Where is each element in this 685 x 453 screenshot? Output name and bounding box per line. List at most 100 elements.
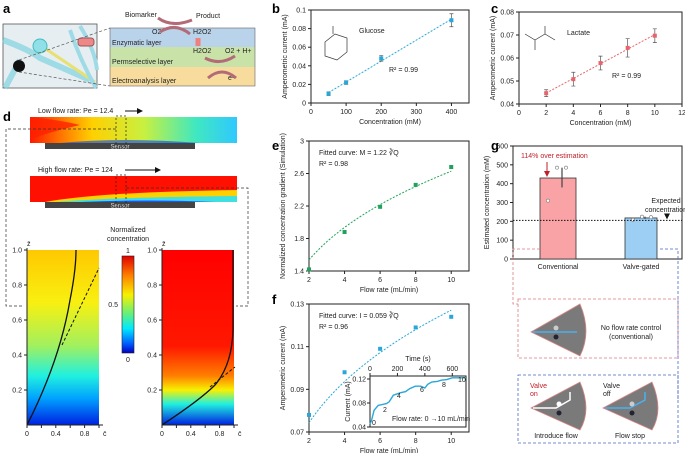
- data-point: [379, 56, 384, 61]
- y-tick-label: 0.6: [12, 318, 22, 325]
- enzymatic-layer: [110, 28, 255, 47]
- valve-off-label: Valve: [603, 383, 620, 390]
- y-tick-label: 0.6: [147, 318, 157, 325]
- h2o2-mid-label: H2O2: [193, 48, 211, 55]
- biomarker-label: Biomarker: [125, 12, 158, 19]
- x-axis-label: Flow rate (mL/min): [360, 287, 418, 294]
- chart-e: 1.4 1.8 2.2 2.6 3 2 4 6 8 10 Flow rate (mL/min) Nor…: [280, 133, 470, 294]
- step-label: 8: [442, 382, 446, 389]
- x-tick-label: 6: [599, 110, 603, 117]
- conventional-schematic-label: (conventional): [609, 334, 653, 341]
- current-trace: [369, 377, 466, 425]
- data-point: [449, 165, 454, 169]
- panel-label-a: a: [3, 1, 11, 16]
- x-tick-label: 200: [392, 366, 404, 373]
- x-tick-label: 0.4: [51, 431, 61, 438]
- expected-label: concentration: [645, 207, 685, 214]
- trend-line: [328, 18, 452, 93]
- h2o2-top-label: H2O2: [193, 29, 211, 36]
- y-tick-label: 0.13: [290, 302, 304, 309]
- y-axis-label: Estimated concentration (mM): [484, 156, 491, 249]
- y-tick-label: 0.12: [352, 377, 366, 384]
- x-tick-label: 4: [571, 110, 575, 117]
- x-tick-label: 0: [368, 366, 372, 373]
- replicate-point: [640, 214, 644, 219]
- data-point: [378, 346, 383, 351]
- x-tick-label: 0.4: [186, 431, 196, 438]
- fitted-curve: [308, 170, 452, 261]
- y-tick-label: 0.8: [12, 283, 22, 290]
- x-axis-label: Concentration (mM): [570, 120, 632, 127]
- replicate-point: [546, 198, 550, 203]
- panel-a-layer-diagram: Enzymatic layer Permselective layer Elec…: [109, 12, 256, 87]
- data-point: [449, 18, 454, 23]
- plot-frame: [308, 303, 470, 433]
- y-tick-label: 0.8: [147, 283, 157, 290]
- o2-label: O2: [152, 29, 161, 36]
- y-tick-label: 0.04: [352, 425, 366, 432]
- x-tick-label: 100: [340, 109, 352, 116]
- step-label: 10: [458, 377, 466, 384]
- glucose-structure-icon: [324, 26, 348, 61]
- data-point: [571, 77, 576, 82]
- x-tick-label: 2: [544, 110, 548, 117]
- x-tick-label: 10: [447, 277, 455, 284]
- x-tick-label: 0: [25, 431, 29, 438]
- data-point: [307, 267, 311, 272]
- x-tick-label: 8: [414, 438, 418, 445]
- data-point: [378, 204, 383, 209]
- y-tick-label: 0.05: [500, 79, 514, 86]
- flow-stop-label: Flow stop: [615, 433, 645, 440]
- step-label: 4: [397, 393, 401, 400]
- panel-g-schematic: No flow rate control (conventional) Valv…: [512, 248, 679, 444]
- enzymatic-layer-label: Enzymatic layer: [112, 40, 162, 47]
- x-tick-label: 4: [343, 438, 347, 445]
- category-label: Conventional: [538, 264, 579, 271]
- chart-f: 0.07 0.09 0.11 0.13 2 4 6 8 10 Flow rate (mL/min)…: [280, 302, 470, 453]
- permselective-layer-label: Permselective layer: [112, 59, 174, 66]
- x-tick-label: 300: [410, 109, 422, 116]
- y-tick-label: 0.04: [292, 63, 306, 70]
- data-point: [342, 370, 347, 375]
- y-tick-label: 0.04: [500, 102, 514, 109]
- y-tick-label: 2.6: [294, 171, 304, 178]
- y-tick-label: 0: [302, 101, 306, 108]
- r-squared-label: R² = 0.99: [612, 73, 641, 80]
- y-tick-label: 200: [496, 219, 508, 226]
- valve-off-label: off: [603, 391, 611, 398]
- x-tick-label: 10: [447, 438, 455, 445]
- low-flow-label: Low flow rate: Pe = 12.4: [38, 108, 113, 115]
- x-tick-label: 0: [309, 109, 313, 116]
- x-tick-label: 400: [446, 109, 458, 116]
- y-tick-label: 0.2: [147, 388, 157, 395]
- y-tick-label: 0.08: [500, 10, 514, 17]
- panel-label-c: c: [491, 1, 498, 16]
- profile-curve: [26, 249, 77, 426]
- x-tick-label: 10: [651, 110, 659, 117]
- x-axis-label: Concentration (mM): [359, 119, 421, 126]
- panel-label-b: b: [272, 1, 280, 16]
- chart-c: 0.04 0.05 0.06 0.07 0.08 0 2 4 6 8 10 12 Concentrati…: [490, 10, 685, 128]
- panel-label-d: d: [3, 109, 11, 124]
- x-tick-label: 8: [414, 277, 418, 284]
- y-tick-label: 0.08: [292, 26, 306, 33]
- bar-valve-gated: [624, 217, 658, 260]
- category-label: Valve-gated: [623, 264, 660, 271]
- data-point: [344, 80, 349, 85]
- y-tick-label: 1.4: [294, 269, 304, 276]
- colorbar-title: concentration: [107, 236, 149, 243]
- x-tick-label: 0.8: [215, 431, 225, 438]
- y-tick-label: 0.11: [291, 344, 304, 351]
- data-point: [652, 33, 657, 38]
- colorbar: [121, 255, 135, 354]
- low-flow-profile-heatmap: [27, 250, 99, 425]
- z-axis-label: z̄: [27, 241, 31, 248]
- replicate-point: [649, 215, 653, 220]
- inset-note: Flow rate: 0 →10 mL/min: [392, 416, 470, 423]
- panel-a-device-illustration: [1, 23, 111, 90]
- replicate-point: [564, 165, 568, 170]
- step-label: 6: [420, 387, 424, 394]
- r-squared-label: R² = 0.96: [319, 324, 348, 331]
- fitted-curve-label: Fitted curve: M = 1.22 ∛Q: [319, 149, 399, 157]
- sensor-label: Sensor: [110, 204, 129, 210]
